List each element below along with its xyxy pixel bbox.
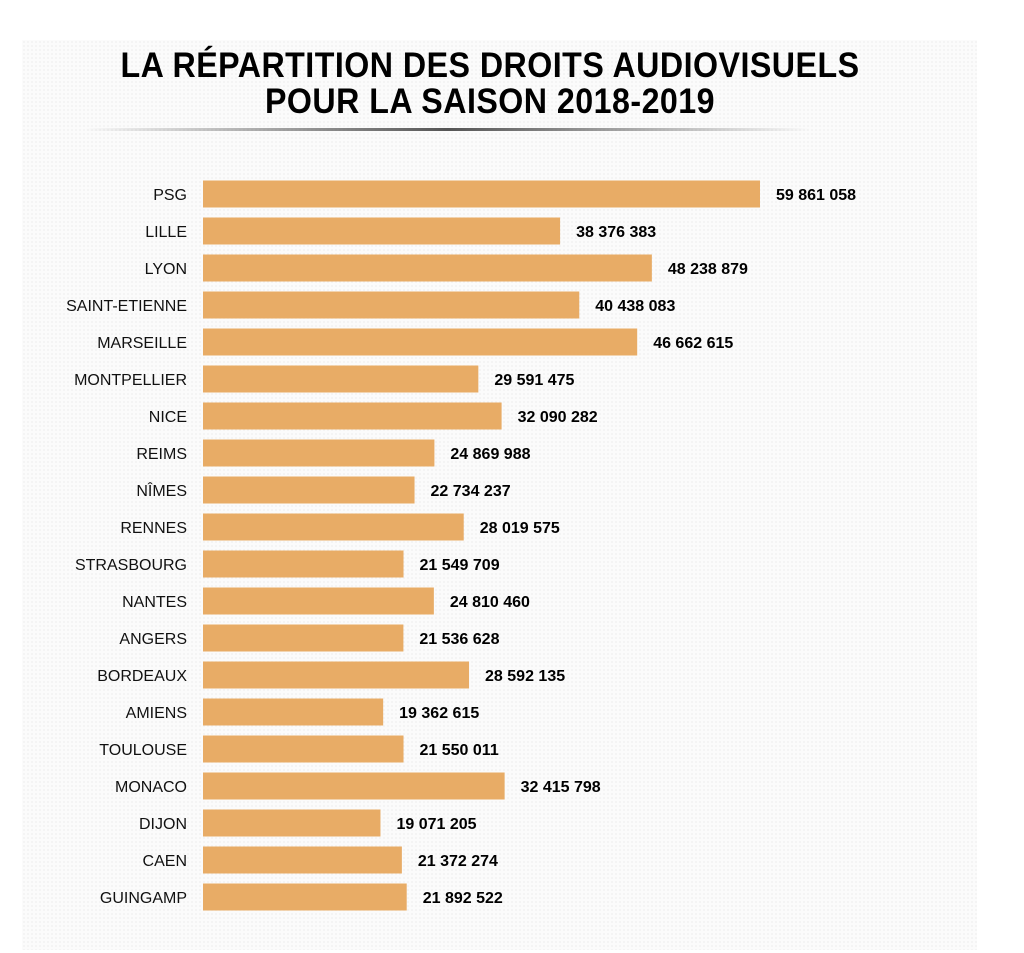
bar [203,217,561,245]
bar [203,476,415,504]
value-label: 38 376 383 [576,224,656,241]
bar [203,624,404,652]
category-label: NICE [149,409,187,426]
category-label: DIJON [139,816,187,833]
category-label: ANGERS [119,631,187,648]
category-label: NANTES [122,594,187,611]
category-label: TOULOUSE [99,742,187,759]
value-label: 32 415 798 [521,779,601,796]
category-label: MARSEILLE [97,335,187,352]
value-label: 21 372 274 [418,853,498,870]
bar [203,291,580,319]
value-label: 40 438 083 [595,298,675,315]
category-label: SAINT-ETIENNE [66,298,187,315]
bar [203,513,464,541]
value-label: 59 861 058 [776,187,856,204]
value-label: 48 238 879 [668,261,748,278]
value-label: 21 550 011 [420,742,499,759]
value-label: 29 591 475 [494,372,574,389]
bar [203,328,638,356]
value-label: 21 892 522 [423,890,503,907]
value-label: 32 090 282 [518,409,598,426]
bar [203,550,404,578]
chart-title-line-2: POUR LA SAISON 2018-2019 [264,82,716,121]
value-label: 28 592 135 [485,668,565,685]
value-label: 21 536 628 [419,631,499,648]
category-label: NÎMES [136,481,187,500]
category-label: GUINGAMP [100,890,187,907]
category-label: BORDEAUX [97,668,187,685]
value-label: 19 071 205 [396,816,476,833]
bar [203,365,479,393]
bar [203,661,470,689]
value-label: 21 549 709 [420,557,500,574]
value-label: 24 810 460 [450,594,530,611]
category-label: MONACO [115,779,187,796]
value-label: 22 734 237 [431,483,511,500]
bar [203,698,384,726]
category-label: AMIENS [126,705,187,722]
title-divider [85,128,810,131]
category-label: CAEN [143,853,187,870]
category-label: MONTPELLIER [74,372,187,389]
bar [203,809,381,837]
bar [203,402,502,430]
bar [203,439,435,467]
bar [203,772,505,800]
bar [203,587,434,615]
category-label: PSG [153,187,187,204]
bar [203,735,404,763]
bar [203,254,652,282]
chart-title-line-1: LA RÉPARTITION DES DROITS AUDIOVISUELS [120,46,860,85]
category-label: REIMS [136,446,187,463]
value-label: 46 662 615 [653,335,733,352]
category-label: LYON [145,261,187,278]
bar [203,883,407,911]
category-label: STRASBOURG [75,557,187,574]
value-label: 24 869 988 [450,446,530,463]
category-label: RENNES [120,520,187,537]
bar [203,846,402,874]
value-label: 28 019 575 [480,520,560,537]
value-label: 19 362 615 [399,705,479,722]
bar [203,180,760,208]
category-label: LILLE [145,224,187,241]
